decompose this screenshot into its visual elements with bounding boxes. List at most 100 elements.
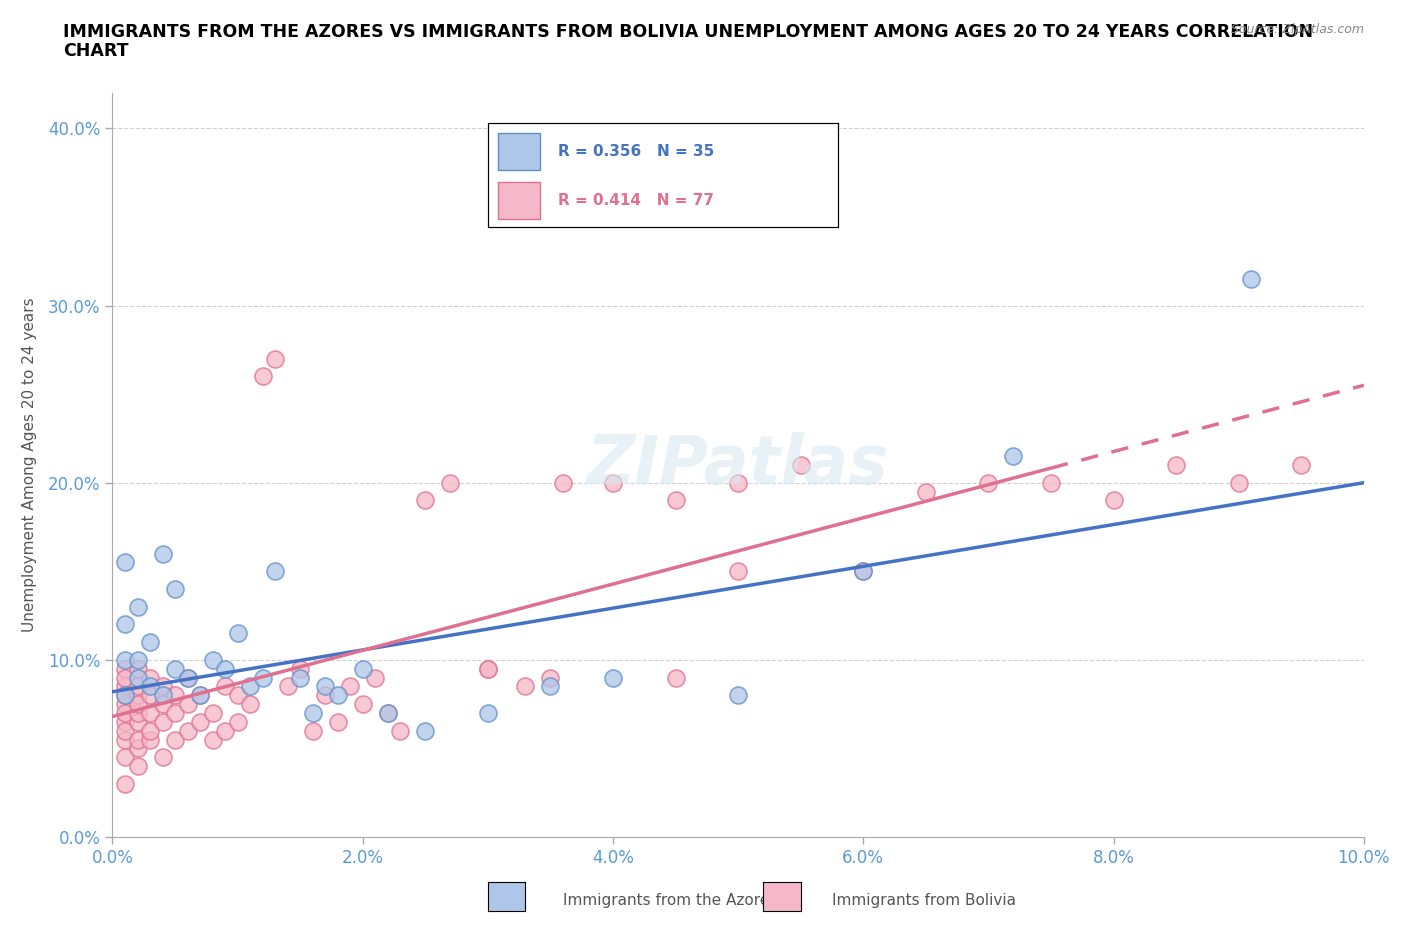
Point [114,661,136,676]
Point [301,706,323,721]
Point [188,714,211,729]
Point [602,475,624,490]
Point [127,706,149,721]
Point [114,724,136,738]
Point [114,750,136,764]
Point [602,671,624,685]
Point [114,706,136,721]
Point [301,724,323,738]
Point [551,475,574,490]
Point [114,688,136,703]
Point [127,741,149,756]
Point [314,679,336,694]
Point [239,679,262,694]
Text: IMMIGRANTS FROM THE AZORES VS IMMIGRANTS FROM BOLIVIA UNEMPLOYMENT AMONG AGES 20: IMMIGRANTS FROM THE AZORES VS IMMIGRANTS… [63,23,1313,41]
Point [314,688,336,703]
Point [226,714,249,729]
Point [339,679,361,694]
Point [352,661,374,676]
Point [163,661,186,676]
Point [163,732,186,747]
Point [114,653,136,668]
Point [214,679,236,694]
Point [176,671,198,685]
Point [377,706,399,721]
Text: Immigrants from the Azores: Immigrants from the Azores [562,893,778,908]
Point [1166,458,1188,472]
Y-axis label: Unemployment Among Ages 20 to 24 years: Unemployment Among Ages 20 to 24 years [22,298,37,632]
Point [201,653,224,668]
Point [176,724,198,738]
Point [127,688,149,703]
Point [152,688,174,703]
Point [264,564,287,578]
Point [139,724,162,738]
Point [364,671,387,685]
Point [152,697,174,711]
Point [127,671,149,685]
Point [176,697,198,711]
Point [377,706,399,721]
Point [415,493,437,508]
Point [139,634,162,649]
Point [114,671,136,685]
Point [252,671,274,685]
Text: Source: ZipAtlas.com: Source: ZipAtlas.com [1230,23,1364,36]
Point [114,714,136,729]
Point [852,564,875,578]
Point [127,661,149,676]
Point [277,679,299,694]
Point [389,724,412,738]
Point [1240,272,1263,286]
Point [252,369,274,384]
Point [127,732,149,747]
Point [540,679,562,694]
Point [790,458,813,472]
Point [352,697,374,711]
Point [152,714,174,729]
Point [139,688,162,703]
Text: Immigrants from Bolivia: Immigrants from Bolivia [832,893,1017,908]
Point [915,485,938,499]
Point [415,724,437,738]
Point [127,599,149,614]
Point [188,688,211,703]
Text: CHART: CHART [63,42,129,60]
Point [852,564,875,578]
Point [127,679,149,694]
Point [152,679,174,694]
Point [163,706,186,721]
Point [152,750,174,764]
Point [139,706,162,721]
Point [664,493,686,508]
Point [127,653,149,668]
Point [201,732,224,747]
Point [114,732,136,747]
Point [540,671,562,685]
Point [1039,475,1063,490]
Point [114,679,136,694]
Point [977,475,1000,490]
Point [1291,458,1313,472]
Point [226,688,249,703]
Point [664,671,686,685]
Point [114,555,136,570]
Point [188,688,211,703]
Point [114,617,136,631]
Point [139,679,162,694]
Point [1002,448,1025,463]
Point [152,546,174,561]
Point [727,564,749,578]
Point [326,714,349,729]
Point [290,661,312,676]
Point [515,679,537,694]
Point [439,475,461,490]
Point [114,697,136,711]
Point [477,661,499,676]
Point [1227,475,1250,490]
Point [201,706,224,721]
Point [127,697,149,711]
Point [163,581,186,596]
Point [114,777,136,791]
Point [127,759,149,774]
